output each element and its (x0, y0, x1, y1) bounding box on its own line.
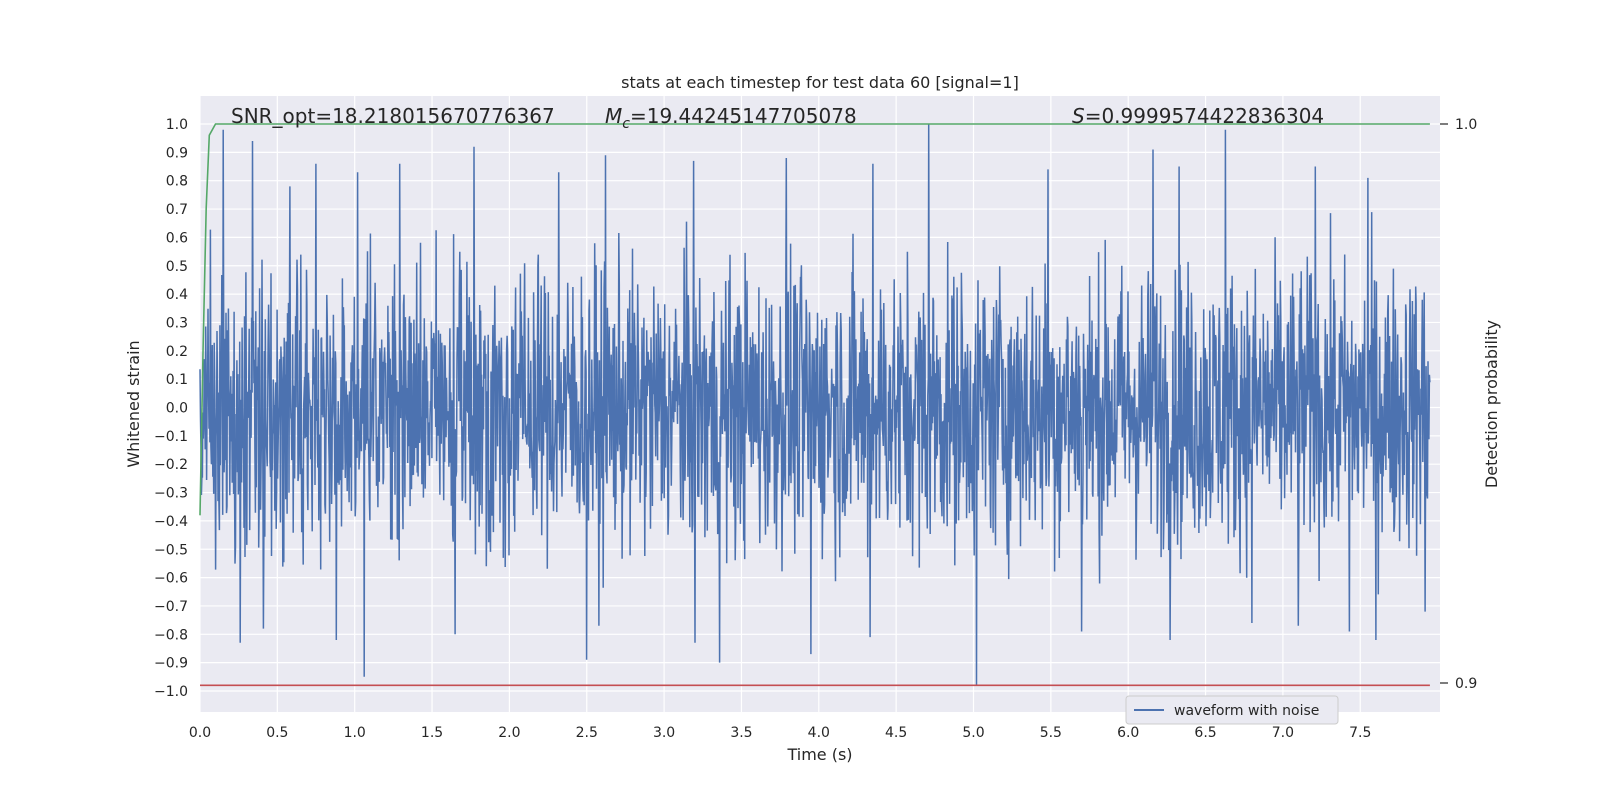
y-tick-label: −0.1 (154, 429, 188, 445)
y-tick-label: 0.9 (166, 145, 188, 161)
y-tick-label: 0.3 (166, 315, 188, 331)
y-tick-label: −0.9 (154, 656, 188, 672)
y-tick-label: −0.7 (154, 599, 188, 615)
x-tick-label: 2.5 (576, 725, 598, 741)
x-tick-label: 7.0 (1272, 725, 1294, 741)
y-tick-label: 1.0 (166, 117, 188, 133)
chirp-mass-annotation: Mc=19.44245147705078 (605, 104, 857, 132)
y-tick-label: 0.6 (166, 230, 188, 246)
legend: waveform with noise (1125, 695, 1339, 725)
x-tick-label: 5.0 (962, 725, 984, 741)
y-tick-label: 0.5 (166, 259, 188, 275)
legend-box (1125, 695, 1339, 725)
y-tick-label: −0.8 (154, 627, 188, 643)
x-tick-label: 5.5 (1040, 725, 1062, 741)
series-waveform-with-noise (199, 123, 1431, 686)
series-layer (199, 123, 1431, 687)
y-tick-label: 0.7 (166, 202, 188, 218)
x-tick-label: 2.0 (498, 725, 520, 741)
y-tick-label: −0.2 (154, 457, 188, 473)
legend-label-waveform: waveform with noise (1174, 703, 1319, 719)
y-tick-label: 0.8 (166, 174, 188, 190)
x-tick-label: 3.5 (730, 725, 752, 741)
x-tick-label: 1.5 (421, 725, 443, 741)
x-tick-label: 7.5 (1349, 725, 1371, 741)
y2-axis: 1.0 0.9 (1440, 117, 1477, 692)
y-tick-label: 0.0 (166, 401, 188, 417)
x-tick-label: 4.0 (808, 725, 830, 741)
x-tick-label: 0.5 (266, 725, 288, 741)
y2-tick-label: 1.0 (1455, 117, 1477, 133)
y-tick-label: −1.0 (154, 684, 188, 700)
y-tick-label: −0.6 (154, 571, 188, 587)
y-tick-label: −0.5 (154, 542, 188, 558)
x-tick-label: 3.0 (653, 725, 675, 741)
x-axis-label: Time (s) (786, 745, 852, 764)
y-axis: 1.0 0.9 0.8 0.7 0.6 0.5 0.4 0.3 0.2 0.1 0.0 −0.1 −0.… (154, 117, 188, 700)
y-tick-label: 0.1 (166, 372, 188, 388)
x-tick-label: 6.5 (1194, 725, 1216, 741)
series-detection-probability (199, 123, 1430, 516)
chart-title: stats at each timestep for test data 60 … (621, 73, 1019, 92)
x-axis: 0.0 0.5 1.0 1.5 2.0 2.5 3.0 3.5 4.0 4.5 5.0 5.5 6.0 6… (189, 725, 1372, 741)
y-tick-label: −0.4 (154, 514, 188, 530)
y2-tick-label: 0.9 (1455, 676, 1477, 692)
y-tick-label: 0.2 (166, 344, 188, 360)
x-tick-label: 6.0 (1117, 725, 1139, 741)
x-tick-label: 1.0 (344, 725, 366, 741)
significance-annotation: S=0.9999574422836304 (1072, 104, 1324, 128)
y-tick-label: −0.3 (154, 486, 188, 502)
x-tick-label: 4.5 (885, 725, 907, 741)
snr-annotation: SNR_opt=18.218015670776367 (231, 104, 555, 128)
x-tick-label: 0.0 (189, 725, 211, 741)
y-tick-label: 0.4 (166, 287, 188, 303)
y2-axis-label: Detection probability (1482, 320, 1501, 488)
y-axis-label: Whitened strain (124, 340, 143, 467)
